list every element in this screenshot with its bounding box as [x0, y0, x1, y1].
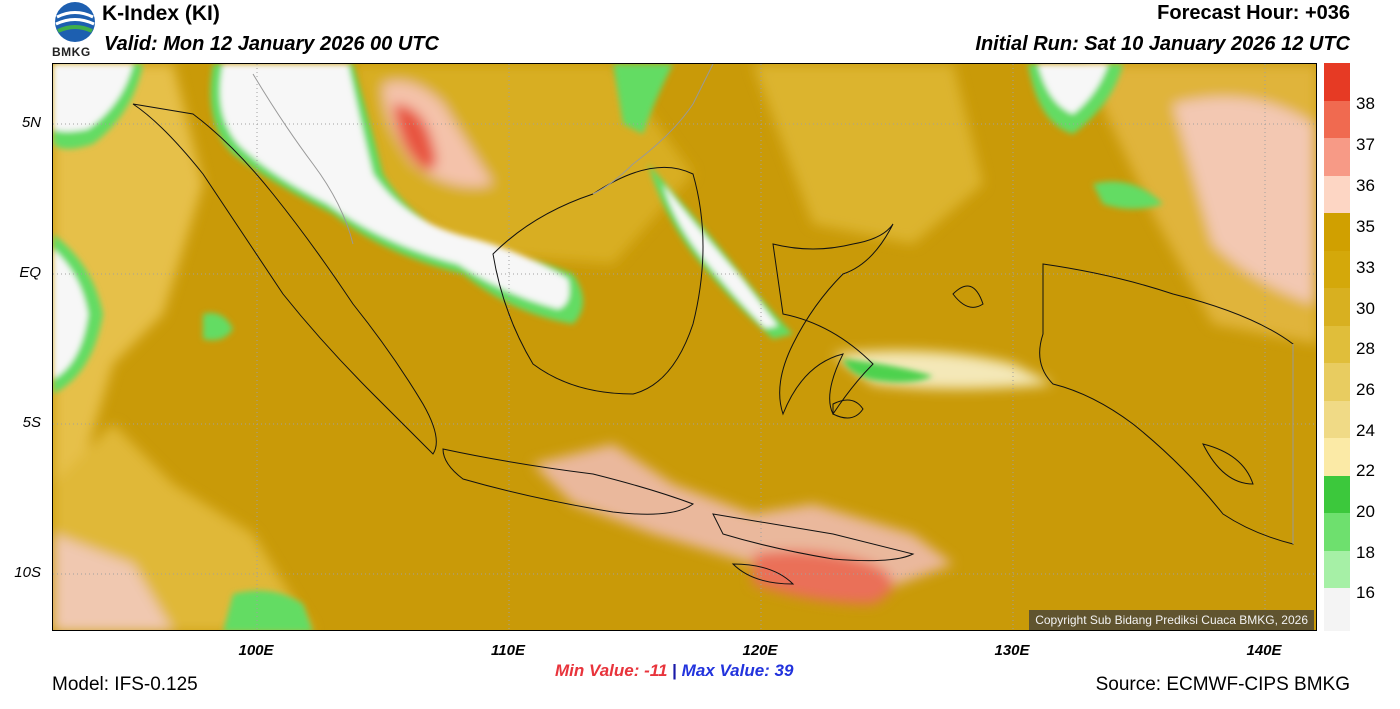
colorbar-label: 26 [1356, 380, 1375, 399]
lat-label-10s: 10S [14, 564, 41, 581]
colorbar-segment [1324, 400, 1350, 438]
lat-label-5s: 5S [22, 414, 41, 431]
colorbar-segment [1324, 175, 1350, 213]
colorbar-segment [1324, 475, 1350, 513]
graticule [53, 64, 1316, 630]
colorbar-segment [1324, 363, 1350, 401]
colorbar-label: 16 [1356, 583, 1375, 602]
colorbar-label: 20 [1356, 502, 1375, 521]
lat-label-eq: EQ [19, 264, 41, 281]
colorbar-label: 38 [1356, 94, 1375, 113]
colorbar-segment [1324, 513, 1350, 551]
colorbar-segment [1324, 325, 1350, 363]
colorbar-label: 18 [1356, 543, 1375, 562]
colorbar-segment [1324, 213, 1350, 251]
colorbar-segment [1324, 138, 1350, 176]
source-label: Source: ECMWF-CIPS BMKG [1095, 674, 1350, 695]
lon-label-100e: 100E [238, 642, 274, 659]
colorbar-label: 30 [1356, 299, 1375, 318]
colorbar [1324, 63, 1350, 631]
colorbar-segment [1324, 438, 1350, 476]
lon-label-140e: 140E [1246, 642, 1282, 659]
colorbar-segment [1324, 100, 1350, 138]
forecast-hour: Forecast Hour: +036 [1157, 2, 1350, 24]
colorbar-segment [1324, 63, 1350, 101]
chart-title: K-Index (KI) [102, 2, 220, 25]
colorbar-segment [1324, 250, 1350, 288]
logo-text: BMKG [52, 45, 91, 59]
colorbar-segment [1324, 588, 1350, 631]
colorbar-segment [1324, 550, 1350, 588]
borders [252, 64, 1294, 544]
min-max-values: Min Value: -11 | Max Value: 39 [555, 661, 793, 681]
lat-label-5n: 5N [21, 114, 41, 131]
copyright-notice: Copyright Sub Bidang Prediksi Cuaca BMKG… [1029, 610, 1314, 630]
colorbar-label: 36 [1356, 176, 1375, 195]
colorbar-label: 35 [1356, 217, 1375, 236]
colorbar-label: 28 [1356, 339, 1375, 358]
k-index-field [53, 64, 1316, 630]
colorbar-label: 22 [1356, 461, 1375, 480]
colorbar-label: 33 [1356, 258, 1375, 277]
colorbar-label: 37 [1356, 135, 1375, 154]
k-index-map: Copyright Sub Bidang Prediksi Cuaca BMKG… [52, 63, 1317, 631]
lon-label-130e: 130E [994, 642, 1030, 659]
colorbar-segment [1324, 288, 1350, 326]
separator: | [672, 661, 677, 680]
valid-time: Valid: Mon 12 January 2026 00 UTC [104, 33, 439, 55]
initial-run: Initial Run: Sat 10 January 2026 12 UTC [975, 33, 1350, 55]
min-value: Min Value: -11 [555, 661, 668, 680]
model-label: Model: IFS-0.125 [52, 674, 198, 695]
colorbar-label: 24 [1356, 421, 1375, 440]
max-value: Max Value: 39 [681, 661, 794, 680]
lon-label-120e: 120E [742, 642, 778, 659]
bmkg-logo [52, 0, 98, 60]
lon-label-110e: 110E [491, 642, 525, 659]
